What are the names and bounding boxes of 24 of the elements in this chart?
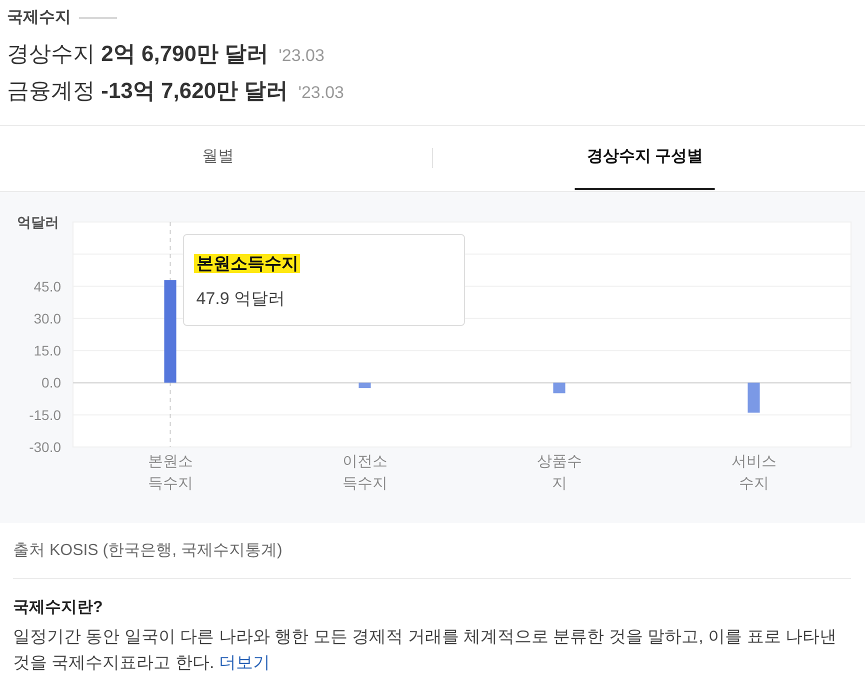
y-tick-label: 30.0 [34, 310, 62, 326]
annotation: 본원소득수지 [194, 254, 300, 274]
text: '23.03 [278, 46, 324, 65]
source-note: 출처 KOSIS (한국은행, 국제수지통계) [13, 541, 282, 561]
text: 월별 [202, 147, 234, 167]
x-tick-label: 서비스수지 [731, 453, 776, 492]
x-tick-label: 상품수지 [536, 453, 582, 492]
x-tick-label: 이전소득수지 [342, 453, 388, 492]
text: 국제수지란? [13, 598, 103, 618]
y-tick-label: -15.0 [29, 406, 62, 423]
y-axis-title: 억달러 [17, 214, 59, 230]
y-tick-label: 15.0 [34, 342, 62, 359]
text: 경상수지 구성별 [574, 145, 716, 190]
annotation: 47.9 억달러 [196, 288, 286, 310]
text: '23.03 [298, 83, 344, 102]
tooltip: 본원소득수지 47.9 억달러 [183, 234, 466, 326]
text: 더보기 [218, 653, 270, 672]
x-tick-label: 본원소득수지 [148, 453, 193, 492]
chart-title: 국제수지 [7, 9, 71, 26]
text: 경상수지 2억 6,790만 달러 [7, 41, 269, 66]
text: 금융계정 -13억 7,620만 달러 [7, 78, 288, 103]
y-tick-label: -30.0 [29, 439, 62, 455]
y-tick-label: 45.0 [34, 278, 62, 294]
y-tick-label: 0.0 [42, 374, 62, 391]
